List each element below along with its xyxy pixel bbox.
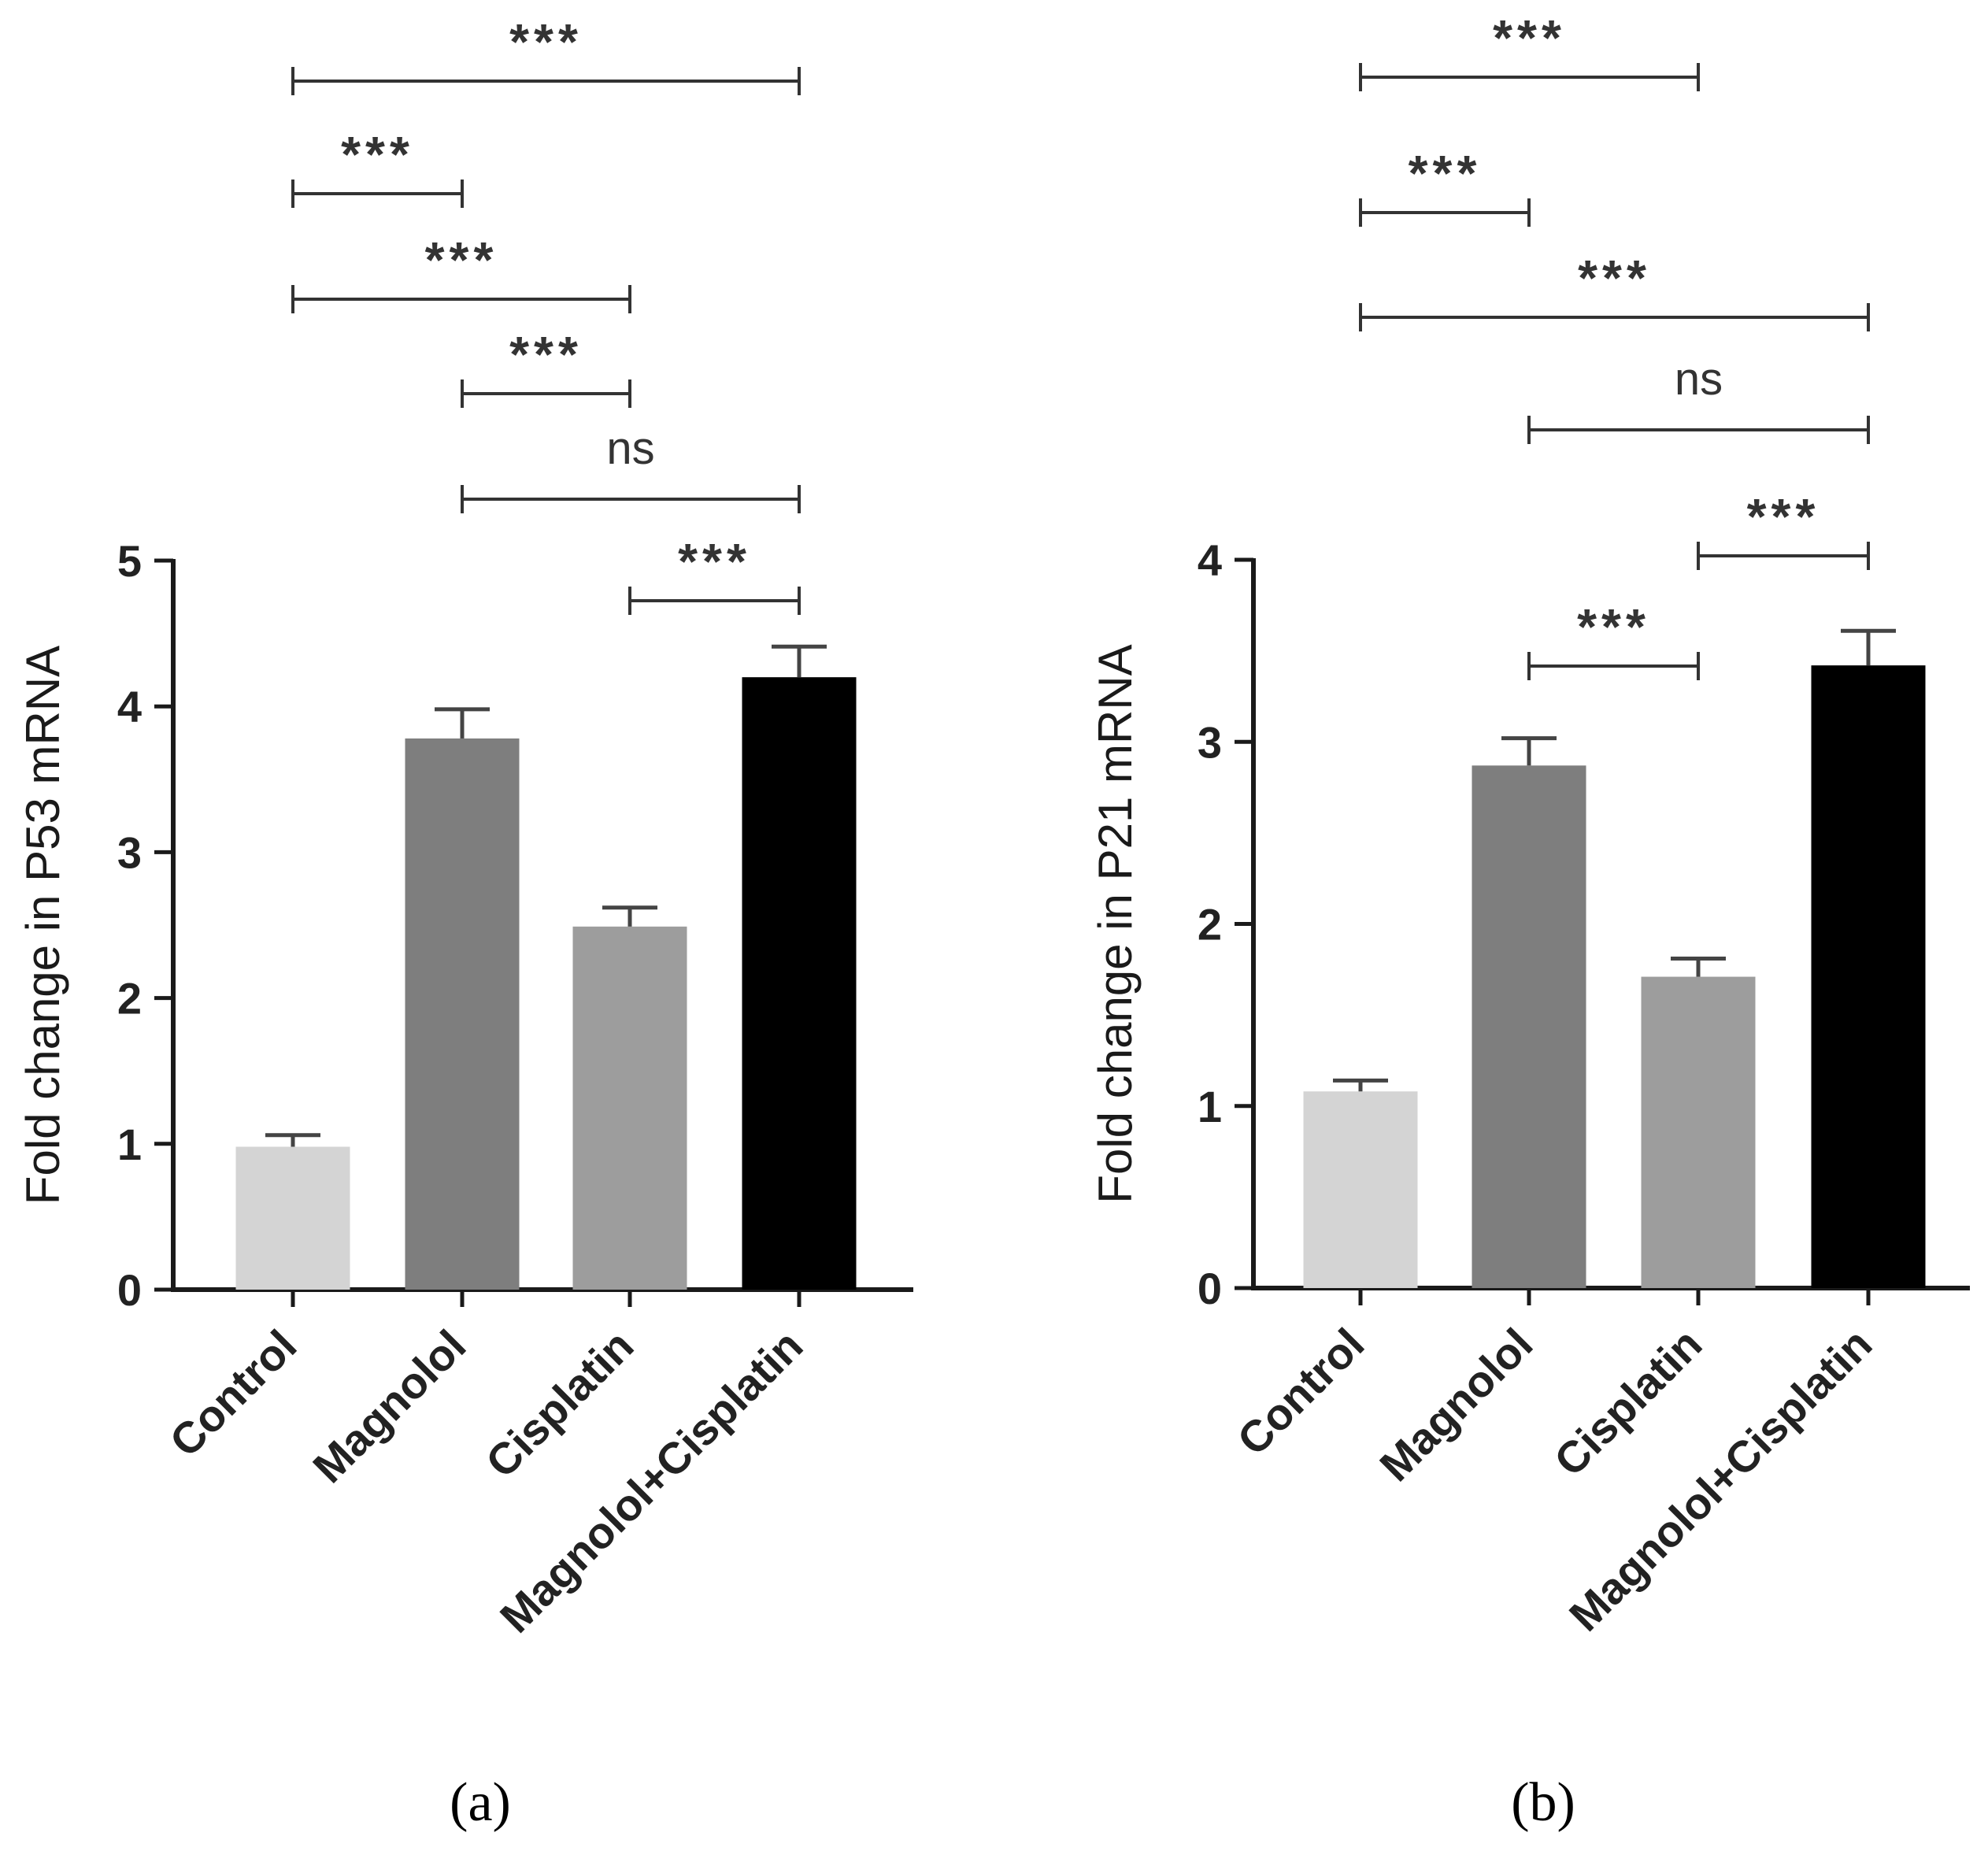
y-tick-label-a: 2 <box>117 974 142 1024</box>
y-tick-label-b: 3 <box>1198 717 1222 767</box>
bar-a-2 <box>572 926 687 1290</box>
x-category-label-a-1: Magnolol <box>303 1320 475 1492</box>
bar-b-2 <box>1641 976 1756 1288</box>
sig-label-b-5: *** <box>1577 598 1650 655</box>
sig-label-a-4: ns <box>606 423 654 474</box>
y-tick-label-a: 4 <box>117 682 142 731</box>
x-category-label-a-3: Magnolol+Cisplatin <box>491 1320 813 1642</box>
x-category-label-b-1: Magnolol <box>1370 1319 1542 1490</box>
y-tick-label-b: 0 <box>1198 1264 1222 1313</box>
y-tick-label-a: 3 <box>117 827 142 877</box>
bar-b-1 <box>1472 765 1586 1288</box>
panel-label-b: (b) <box>1511 1772 1575 1833</box>
bar-a-3 <box>742 677 857 1290</box>
y-tick-label-b: 1 <box>1198 1082 1222 1131</box>
sig-label-b-0: *** <box>1493 9 1566 66</box>
sig-label-a-2: *** <box>425 231 498 288</box>
sig-label-a-1: *** <box>341 126 414 183</box>
y-axis-title-a: Fold change in P53 mRNA <box>17 646 69 1205</box>
y-tick-label-a: 5 <box>117 536 142 586</box>
x-category-label-a-0: Control <box>160 1320 305 1466</box>
panel-label-a: (a) <box>450 1772 511 1833</box>
sig-label-b-2: *** <box>1578 250 1651 306</box>
bar-b-0 <box>1303 1091 1418 1288</box>
y-tick-label-a: 1 <box>117 1120 142 1169</box>
y-axis-title-b: Fold change in P21 mRNA <box>1089 644 1142 1203</box>
bar-a-1 <box>405 738 520 1290</box>
x-category-label-b-3: Magnolol+Cisplatin <box>1560 1319 1882 1641</box>
y-tick-label-b: 2 <box>1198 900 1222 950</box>
x-category-label-b-2: Cisplatin <box>1545 1319 1712 1486</box>
sig-label-a-0: *** <box>509 13 583 70</box>
x-category-label-a-2: Cisplatin <box>476 1320 643 1487</box>
y-tick-label-b: 4 <box>1198 535 1222 585</box>
bar-a-0 <box>235 1146 350 1290</box>
bar-b-3 <box>1811 665 1926 1288</box>
sig-label-b-1: *** <box>1409 145 1482 202</box>
sig-label-a-3: *** <box>509 326 583 383</box>
sig-label-b-4: *** <box>1747 488 1820 545</box>
sig-label-a-5: *** <box>678 533 751 590</box>
x-category-label-b-0: Control <box>1227 1319 1373 1464</box>
sig-label-b-3: ns <box>1675 354 1723 405</box>
y-tick-label-a: 0 <box>117 1265 142 1315</box>
